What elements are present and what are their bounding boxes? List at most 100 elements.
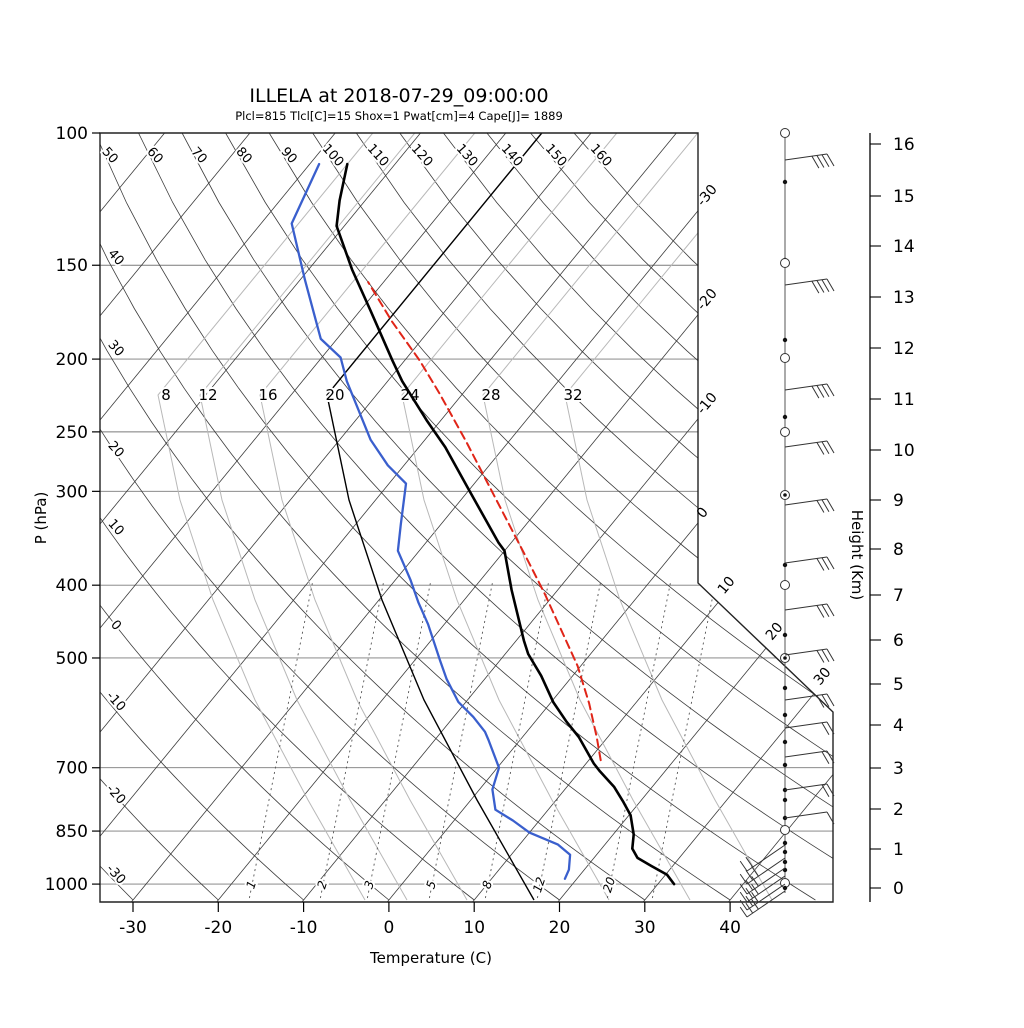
svg-text:30: 30 — [104, 337, 126, 359]
svg-text:20: 20 — [600, 875, 618, 894]
svg-text:500: 500 — [56, 649, 88, 669]
x-axis-title: Temperature (C) — [369, 949, 492, 967]
svg-text:150: 150 — [542, 141, 570, 169]
svg-text:130: 130 — [453, 141, 481, 169]
svg-text:30: 30 — [811, 665, 835, 689]
wind-level-dot — [782, 632, 788, 638]
svg-text:3: 3 — [361, 879, 377, 891]
y-axis-title-right: Height (Km) — [848, 510, 866, 601]
temperature-curve — [335, 162, 676, 886]
svg-text:16: 16 — [893, 135, 915, 155]
svg-text:8: 8 — [479, 879, 495, 891]
plot-boundary — [99, 132, 834, 903]
chart-subtitle: Plcl=815 Tlcl[C]=15 Shox=1 Pwat[cm]=4 Ca… — [235, 109, 563, 123]
wind-level-circle — [780, 353, 790, 363]
svg-text:10: 10 — [463, 918, 485, 938]
wind-level-circle — [780, 258, 790, 268]
svg-text:20: 20 — [325, 386, 344, 404]
wind-level-circle — [780, 580, 790, 590]
svg-text:9: 9 — [893, 491, 904, 511]
svg-text:16: 16 — [258, 386, 277, 404]
dewpoint-curve — [290, 162, 572, 880]
wind-level-dot — [782, 849, 788, 855]
wind-level-dot — [782, 179, 788, 185]
svg-text:8: 8 — [893, 540, 904, 560]
svg-text:10: 10 — [893, 441, 915, 461]
svg-text:20: 20 — [549, 918, 571, 938]
wind-level-dot — [782, 685, 788, 691]
svg-text:200: 200 — [56, 350, 88, 370]
svg-text:28: 28 — [481, 386, 500, 404]
svg-text:1: 1 — [893, 840, 904, 860]
svg-text:-30: -30 — [119, 918, 147, 938]
svg-text:60: 60 — [143, 144, 165, 166]
profile-curves — [290, 162, 676, 886]
svg-text:0: 0 — [107, 618, 124, 634]
svg-text:10: 10 — [715, 574, 739, 598]
svg-text:-20: -20 — [103, 782, 128, 808]
svg-text:7: 7 — [893, 586, 904, 606]
svg-text:80: 80 — [232, 144, 254, 166]
svg-text:1000: 1000 — [45, 875, 88, 895]
wind-level-dot — [782, 739, 788, 745]
svg-text:300: 300 — [56, 482, 88, 502]
svg-text:32: 32 — [563, 386, 582, 404]
wind-level-dot — [782, 337, 788, 343]
svg-text:20: 20 — [763, 620, 787, 644]
svg-text:100: 100 — [319, 141, 347, 169]
svg-text:5: 5 — [893, 675, 904, 695]
wind-level-dot — [782, 712, 788, 718]
svg-text:12: 12 — [893, 339, 915, 359]
svg-text:100: 100 — [56, 124, 88, 144]
plot-grid — [100, 133, 833, 902]
svg-text:0: 0 — [383, 918, 394, 938]
wind-level-circle — [780, 427, 790, 437]
wind-level-dot — [782, 562, 788, 568]
svg-text:15: 15 — [893, 187, 915, 207]
svg-text:5: 5 — [423, 879, 439, 891]
svg-text:40: 40 — [719, 918, 741, 938]
wind-level-dot — [782, 859, 788, 865]
wind-barb-column — [739, 128, 835, 918]
wind-level-dot — [782, 885, 788, 891]
svg-text:4: 4 — [893, 716, 904, 736]
svg-text:-10: -10 — [290, 918, 318, 938]
svg-text:8: 8 — [161, 386, 171, 404]
svg-text:120: 120 — [408, 141, 436, 169]
svg-text:110: 110 — [364, 141, 392, 169]
svg-text:150: 150 — [56, 256, 88, 276]
wind-level-dot — [782, 797, 788, 803]
wind-level-dot — [782, 840, 788, 846]
svg-text:12: 12 — [198, 386, 217, 404]
svg-text:13: 13 — [893, 288, 915, 308]
svg-text:70: 70 — [187, 144, 209, 166]
svg-text:3: 3 — [893, 759, 904, 779]
y-axis-title-left: P (hPa) — [32, 492, 50, 545]
svg-text:2: 2 — [314, 879, 330, 891]
svg-text:140: 140 — [498, 141, 526, 169]
wind-level-circle — [780, 128, 790, 138]
wind-level-dot — [782, 762, 788, 768]
wind-level-dot — [782, 414, 788, 420]
svg-text:0: 0 — [694, 504, 712, 521]
svg-text:250: 250 — [56, 423, 88, 443]
svg-text:-10: -10 — [103, 689, 128, 715]
svg-text:700: 700 — [56, 759, 88, 779]
svg-text:850: 850 — [56, 822, 88, 842]
svg-text:11: 11 — [893, 390, 915, 410]
svg-text:12: 12 — [530, 875, 548, 894]
chart-title: ILLELA at 2018-07-29_09:00:00 — [249, 85, 548, 107]
svg-text:10: 10 — [104, 516, 126, 538]
svg-text:0: 0 — [893, 879, 904, 899]
svg-text:-20: -20 — [204, 918, 232, 938]
svg-text:1: 1 — [243, 879, 259, 891]
svg-text:2: 2 — [893, 800, 904, 820]
svg-text:6: 6 — [893, 631, 904, 651]
parcel-curve — [367, 281, 602, 762]
wind-level-circle — [780, 825, 790, 835]
svg-text:14: 14 — [893, 237, 915, 257]
svg-text:160: 160 — [587, 141, 615, 169]
